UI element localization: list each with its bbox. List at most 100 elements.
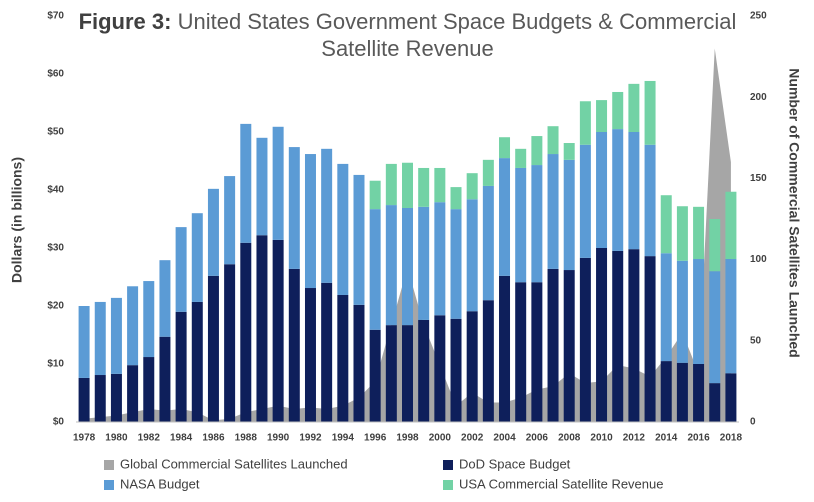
y-tick-label: $60 <box>47 69 64 80</box>
bar <box>531 165 543 283</box>
legend-swatch <box>443 460 453 470</box>
y2-tick-label: 50 <box>750 335 762 346</box>
bar <box>353 304 365 422</box>
bar <box>402 207 413 326</box>
bar <box>579 144 591 258</box>
bar <box>78 306 90 378</box>
bar <box>579 257 591 422</box>
bar <box>94 301 106 376</box>
bar <box>693 259 705 364</box>
y-tick-label: $20 <box>47 301 64 312</box>
y2-tick-label: 150 <box>750 173 767 184</box>
bar <box>660 195 672 254</box>
x-tick-label: 2014 <box>655 433 678 444</box>
bar <box>547 126 559 155</box>
bar <box>482 159 494 186</box>
legend-label: NASA Budget <box>120 476 200 491</box>
title-label: Figure 3: <box>78 9 172 34</box>
bar <box>628 132 640 250</box>
bar <box>709 383 721 422</box>
bar <box>272 126 284 240</box>
bar <box>143 357 155 422</box>
bar <box>240 242 252 422</box>
bar <box>450 318 462 422</box>
bar <box>224 264 236 422</box>
bar <box>450 209 462 319</box>
bar <box>191 301 203 422</box>
bar <box>159 336 171 422</box>
x-tick-label: 2000 <box>429 433 452 444</box>
bar <box>450 187 462 210</box>
bar <box>466 173 478 200</box>
legend-label: USA Commercial Satellite Revenue <box>459 476 663 491</box>
y-tick-label: $0 <box>53 417 65 428</box>
bar <box>143 281 155 358</box>
y2-tick-label: 100 <box>750 254 767 265</box>
x-tick-label: 2004 <box>493 433 516 444</box>
bar <box>676 362 688 422</box>
bar <box>207 275 219 422</box>
legend-label: DoD Space Budget <box>459 456 571 471</box>
bar <box>515 282 527 422</box>
bar <box>725 373 737 422</box>
bar <box>288 147 300 269</box>
x-tick-label: 1988 <box>235 433 258 444</box>
x-tick-label: 2010 <box>590 433 613 444</box>
x-tick-label: 2002 <box>461 433 484 444</box>
bar <box>434 315 446 422</box>
bar <box>353 174 365 305</box>
bar <box>304 154 316 289</box>
bar <box>385 205 397 326</box>
title-text: United States Government Space Budgets &… <box>177 9 737 61</box>
y-tick-label: $30 <box>47 243 64 254</box>
bar <box>644 256 656 422</box>
bar <box>612 129 624 251</box>
bar <box>369 209 381 330</box>
x-tick-label: 2006 <box>526 433 549 444</box>
bar <box>660 361 672 422</box>
bar <box>644 80 656 145</box>
x-tick-label: 1990 <box>267 433 290 444</box>
x-tick-label: 1994 <box>332 433 355 444</box>
bar <box>224 176 236 265</box>
bar <box>385 325 397 422</box>
bar <box>709 271 721 384</box>
bar <box>466 311 478 422</box>
x-tick-label: 2012 <box>623 433 646 444</box>
bar <box>175 227 187 312</box>
bar <box>547 154 559 269</box>
bar <box>579 101 591 145</box>
y2-tick-label: 200 <box>750 92 767 103</box>
x-tick-label: 1982 <box>138 433 161 444</box>
bar <box>94 375 106 422</box>
bar <box>434 167 446 203</box>
bar <box>709 219 721 272</box>
bar <box>110 373 122 422</box>
bar <box>596 100 608 132</box>
bar <box>256 137 268 236</box>
legend-swatch <box>104 480 114 490</box>
bar <box>402 162 413 208</box>
y-tick-label: $10 <box>47 359 64 370</box>
bar <box>418 206 430 320</box>
bar <box>240 123 252 243</box>
y-axis-title: Dollars (in billions) <box>9 157 25 283</box>
bar <box>256 235 268 422</box>
bar <box>288 268 300 422</box>
bar <box>159 260 171 337</box>
bar <box>482 300 494 422</box>
x-tick-label: 1992 <box>299 433 322 444</box>
bar <box>531 282 543 422</box>
x-tick-label: 1980 <box>105 433 128 444</box>
bar <box>693 206 705 260</box>
bar <box>207 188 219 276</box>
bar <box>337 294 349 422</box>
y2-tick-label: 0 <box>750 417 756 428</box>
bar <box>515 148 527 168</box>
legend-swatch <box>443 480 453 490</box>
bar <box>676 206 688 261</box>
y-tick-label: $40 <box>47 185 64 196</box>
bar <box>482 185 494 301</box>
x-tick-label: 1986 <box>202 433 225 444</box>
